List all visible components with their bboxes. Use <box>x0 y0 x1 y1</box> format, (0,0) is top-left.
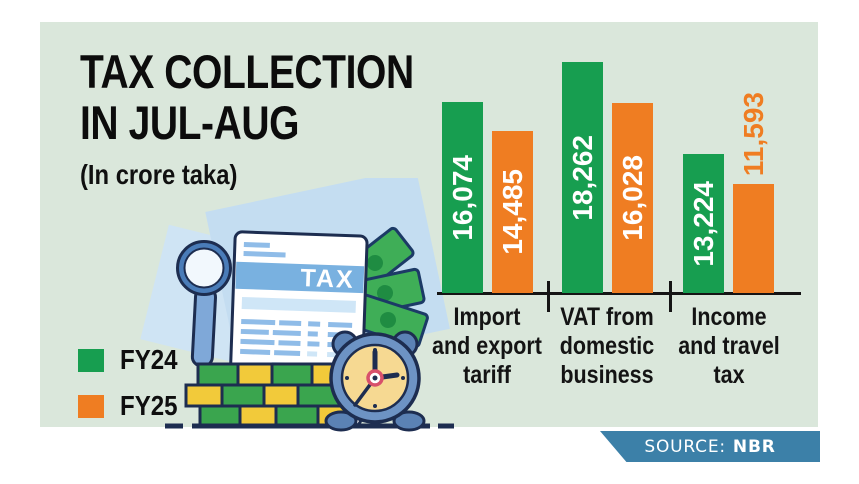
chart-legend: FY24 FY25 <box>78 344 187 422</box>
bar-fy24-0: 16,074 <box>442 102 483 293</box>
money-stack-icon <box>184 362 348 429</box>
bar-fy25-2 <box>733 184 774 293</box>
source-label: SOURCE: <box>644 436 726 457</box>
bar-value-label: 16,028 <box>616 155 648 241</box>
source-badge: SOURCE: NBR <box>600 431 820 462</box>
bar-fy25-1: 16,028 <box>612 103 653 293</box>
legend-label: FY25 <box>120 390 178 421</box>
bar-value-label: 16,074 <box>446 154 478 241</box>
document-tax-label: TAX <box>300 264 355 294</box>
legend-item-fy25: FY25 <box>78 390 187 422</box>
legend-item-fy24: FY24 <box>78 344 187 376</box>
category-label: VAT from domestic business <box>559 303 655 389</box>
bar-value-label: 11,593 <box>737 91 769 176</box>
chart-subtitle: (In crore taka) <box>80 159 238 190</box>
bar-value-label: 18,262 <box>566 134 598 221</box>
bar-fy24-2: 13,224 <box>683 154 724 293</box>
legend-swatch <box>78 394 104 418</box>
legend-label: FY24 <box>120 344 178 375</box>
tax-illustration: TAX <box>140 178 454 432</box>
bar-fy25-0: 14,485 <box>492 131 533 293</box>
chart-title-line1: TAX COLLECTION <box>80 45 414 98</box>
category-label: Import and export tariff <box>432 303 542 389</box>
axis-baseline <box>437 292 801 295</box>
bar-fy24-1: 18,262 <box>562 62 603 293</box>
alarm-clock-icon <box>324 330 426 432</box>
category-label: Income and travel tax <box>678 303 780 389</box>
axis-tick <box>547 281 550 312</box>
chart-title-line2: IN JUL-AUG <box>80 96 300 149</box>
source-value: NBR <box>732 436 776 457</box>
bar-value-label: 13,224 <box>687 180 719 267</box>
bar-value-label: 14,485 <box>496 169 528 255</box>
axis-tick <box>669 281 672 312</box>
chart-title: TAX COLLECTION IN JUL-AUG <box>80 46 414 148</box>
legend-swatch <box>78 348 104 372</box>
